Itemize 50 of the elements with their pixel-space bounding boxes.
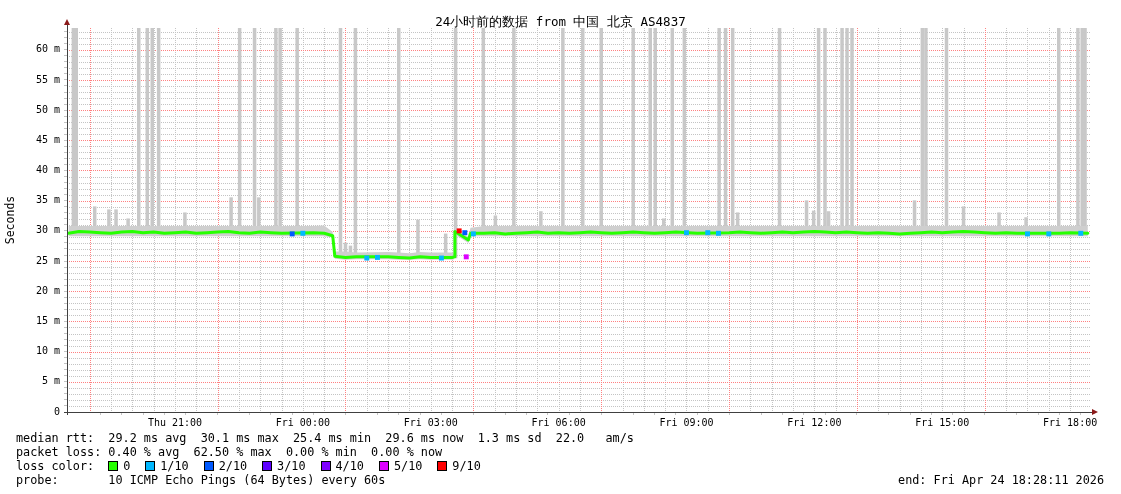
- point: [715, 230, 721, 236]
- point: [300, 230, 306, 236]
- point: [470, 231, 476, 237]
- x-tick-label: Fri 09:00: [659, 416, 714, 428]
- y-tick-label: 55 m: [35, 73, 60, 85]
- point: [374, 254, 380, 260]
- legend-label: 3/10: [277, 459, 306, 473]
- text: probe: 10 ICMP Echo Pings (64 Bytes) every 60s: [16, 473, 386, 487]
- x-tick-label: Fri 12:00: [787, 416, 842, 428]
- point: [705, 230, 711, 236]
- legend-label: 4/10: [335, 459, 364, 473]
- y-tick-label: 10 m: [35, 345, 60, 357]
- y-tick-label: 35 m: [35, 194, 60, 206]
- legend-label: 2/10: [218, 459, 248, 473]
- text: median rtt: 29.2 ms avg 30.1 ms max 25.4 ms min 29.6 ms now 1.3 ms sd 22.0 am/s: [16, 431, 634, 445]
- legend-label: 1/10: [160, 459, 189, 473]
- point: [364, 255, 370, 261]
- legend-label: 5/10: [393, 459, 423, 473]
- x-tick-label: Fri 18:00: [1043, 416, 1098, 428]
- legend-label: 9/10: [452, 459, 481, 473]
- point: [1025, 231, 1030, 237]
- y-tick-label: 60 m: [35, 43, 60, 55]
- text: packet loss: 0.40 % avg 62.50 % max 0.00 % min 0.00 % now: [16, 445, 443, 459]
- x-tick-label: Fri 00:00: [275, 416, 330, 428]
- point: [289, 231, 295, 237]
- text: end: Fri Apr 24 18:28:11 2026: [898, 473, 1104, 487]
- y-tick-label: 20 m: [35, 284, 60, 296]
- y-tick-label: 15 m: [35, 315, 60, 327]
- point: [684, 230, 689, 236]
- point: [1078, 230, 1084, 236]
- point: [456, 228, 462, 234]
- y-tick-label: 45 m: [35, 133, 60, 145]
- point: [1046, 231, 1052, 237]
- y-tick-label: 0: [53, 405, 60, 417]
- y-tick-label: 5 m: [41, 375, 60, 387]
- point: [438, 255, 444, 261]
- chart-title: 24小时前的数据 from 中国 北京 AS4837: [434, 13, 687, 30]
- y-axis-title: Seconds: [2, 195, 17, 245]
- y-tick-label: 50 m: [35, 103, 60, 115]
- x-tick-label: Fri 15:00: [915, 416, 970, 428]
- point: [463, 254, 469, 260]
- legend-label: 0: [123, 459, 131, 473]
- legend-title: loss color:: [16, 459, 95, 473]
- x-tick-label: Thu 21:00: [147, 416, 203, 428]
- y-tick-label: 40 m: [35, 164, 60, 176]
- x-tick-label: Fri 06:00: [531, 416, 586, 428]
- point: [462, 230, 468, 236]
- y-tick-label: 30 m: [35, 224, 60, 236]
- y-tick-label: 25 m: [35, 254, 60, 266]
- x-tick-label: Fri 03:00: [403, 416, 458, 428]
